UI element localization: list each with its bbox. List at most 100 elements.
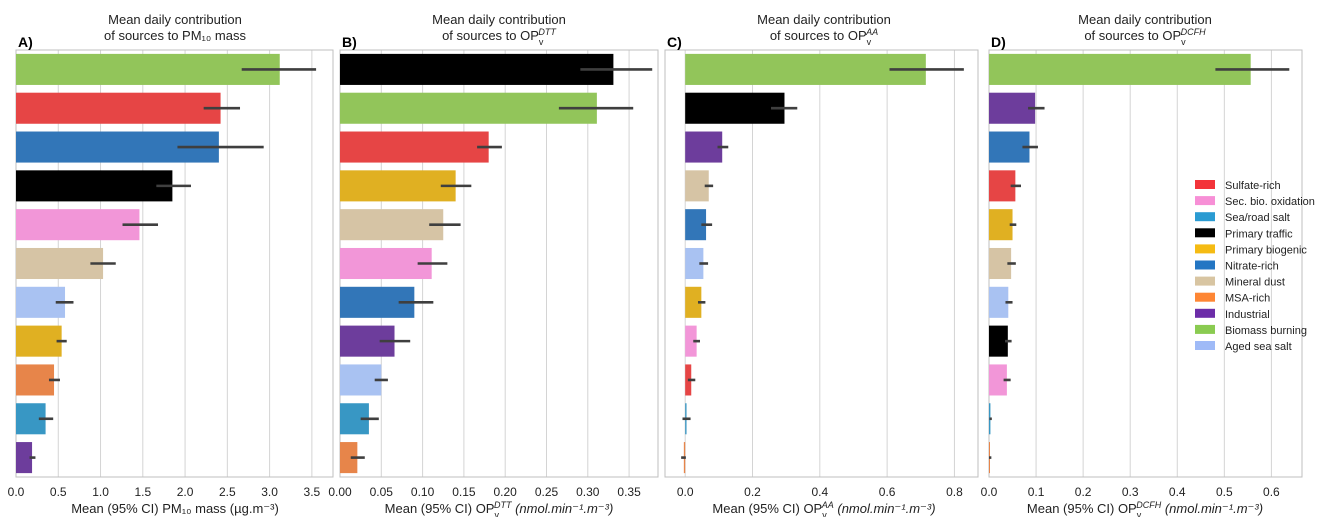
bar-mineral-dust bbox=[685, 170, 709, 202]
bar-aged-sea-salt bbox=[340, 364, 382, 396]
bar-sulfate-rich bbox=[16, 92, 221, 124]
x-tick-label: 0.4 bbox=[1169, 485, 1186, 499]
x-tick-label: 0.5 bbox=[50, 485, 67, 499]
bar-biomass-burning bbox=[989, 53, 1251, 85]
x-tick-label: 0.20 bbox=[494, 485, 518, 499]
legend-label-msa-rich: MSA-rich bbox=[1225, 293, 1270, 305]
bar-mineral-dust bbox=[989, 247, 1012, 280]
bar-sec-bio-oxidation bbox=[989, 364, 1007, 396]
x-tick-label: 0.15 bbox=[452, 485, 476, 499]
bar-nitrate-rich bbox=[685, 209, 707, 241]
bar-mineral-dust bbox=[340, 209, 444, 241]
panel-title-line-2: of sources to OPvDTT bbox=[442, 27, 557, 47]
panel-b: 0.00 0.05 0.10 0.15 0.20 0.25 0.30 0.35 B) Mean d… bbox=[328, 12, 659, 517]
legend: Sulfate-rich Sec. bio. oxidation Sea/road … bbox=[1195, 180, 1315, 353]
panel-label: A) bbox=[18, 34, 33, 50]
bar-primary-traffic bbox=[16, 170, 173, 202]
panel-c: 0.0 0.2 0.4 0.6 0.8 C) Mean daily contribution… bbox=[664, 12, 979, 517]
x-axis-label: Mean (95% CI) PM₁₀ mass (µg.m⁻³) bbox=[71, 501, 279, 516]
panel-title-line-1: Mean daily contribution bbox=[1078, 12, 1212, 27]
panel-label: D) bbox=[991, 34, 1006, 50]
x-tick-label: 0.0 bbox=[8, 485, 25, 499]
bar-sec-bio-oxidation bbox=[16, 209, 140, 241]
legend-label-mineral-dust: Mineral dust bbox=[1225, 277, 1285, 289]
legend-swatch-sulfate-rich bbox=[1195, 180, 1215, 189]
x-tick-label: 0.35 bbox=[617, 485, 641, 499]
bar-biomass-burning bbox=[685, 53, 926, 85]
legend-label-sulfate-rich: Sulfate-rich bbox=[1225, 180, 1281, 192]
x-tick-label: 0.1 bbox=[1028, 485, 1045, 499]
bar-primary-traffic bbox=[340, 53, 614, 85]
x-tick-label: 0.8 bbox=[946, 485, 963, 499]
x-tick-label: 0.00 bbox=[328, 485, 352, 499]
bar-industrial bbox=[16, 442, 33, 474]
panel-title-line-2: of sources to OPvAA bbox=[770, 27, 878, 47]
legend-swatch-sea-road-salt bbox=[1195, 212, 1215, 222]
x-axis-label: Mean (95% CI) OPvDCFH (nmol.min⁻¹.m⁻³) bbox=[1027, 500, 1263, 517]
bar-sec-bio-oxidation bbox=[685, 325, 697, 357]
x-tick-label: 0.6 bbox=[879, 485, 896, 499]
legend-label-aged-sea-salt: Aged sea salt bbox=[1225, 341, 1292, 353]
legend-swatch-mineral-dust bbox=[1195, 276, 1215, 286]
legend-swatch-nitrate-rich bbox=[1195, 260, 1215, 270]
bar-primary-biogenic bbox=[340, 170, 456, 202]
x-tick-label: 0.2 bbox=[1075, 485, 1092, 499]
x-tick-label: 2.0 bbox=[177, 485, 194, 499]
panel-title-line-1: Mean daily contribution bbox=[108, 12, 242, 27]
panel-title-line-1: Mean daily contribution bbox=[757, 12, 891, 27]
bar-biomass-burning bbox=[340, 92, 597, 124]
legend-label-sea-road-salt: Sea/road salt bbox=[1225, 212, 1290, 224]
legend-label-biomass-burning: Biomass burning bbox=[1225, 325, 1307, 337]
legend-swatch-sec-bio-oxidation bbox=[1195, 196, 1215, 206]
bar-msa-rich bbox=[16, 364, 55, 396]
bar-sulfate-rich bbox=[340, 131, 489, 163]
x-tick-label: 3.0 bbox=[261, 485, 278, 499]
x-axis-label: Mean (95% CI) OPvAA (nmol.min⁻¹.m⁻³) bbox=[712, 500, 935, 517]
bar-industrial bbox=[685, 131, 723, 163]
legend-swatch-primary-biogenic bbox=[1195, 244, 1215, 254]
panel-title-line-1: Mean daily contribution bbox=[432, 12, 566, 27]
x-tick-label: 3.5 bbox=[304, 485, 321, 499]
bar-aged-sea-salt bbox=[685, 247, 704, 280]
legend-label-industrial: Industrial bbox=[1225, 309, 1270, 321]
bar-msa-rich bbox=[340, 442, 358, 474]
panel-label: C) bbox=[667, 34, 682, 50]
legend-label-primary-traffic: Primary traffic bbox=[1225, 228, 1293, 240]
legend-swatch-biomass-burning bbox=[1195, 324, 1215, 334]
x-tick-label: 0.4 bbox=[811, 485, 828, 499]
legend-swatch-primary-traffic bbox=[1195, 228, 1215, 238]
panel-title-line-2: of sources to PM₁₀ mass bbox=[104, 28, 246, 43]
x-tick-label: 0.30 bbox=[576, 485, 600, 499]
bar-primary-traffic bbox=[685, 92, 785, 124]
x-tick-label: 0.6 bbox=[1263, 485, 1280, 499]
panel-label: B) bbox=[342, 34, 357, 50]
bar-sec-bio-oxidation bbox=[340, 247, 432, 280]
panel-a: 0.0 0.5 1.0 1.5 2.0 2.5 3.0 3.5 A) Mean daily con… bbox=[8, 12, 334, 516]
panel-title-line-2: of sources to OPvDCFH bbox=[1084, 27, 1206, 47]
bar-primary-biogenic bbox=[989, 209, 1013, 241]
bar-mineral-dust bbox=[16, 247, 104, 280]
bar-primary-biogenic bbox=[16, 325, 62, 357]
x-tick-label: 0.05 bbox=[370, 485, 394, 499]
legend-swatch-industrial bbox=[1195, 308, 1215, 318]
x-tick-label: 0.5 bbox=[1216, 485, 1233, 499]
legend-label-primary-biogenic: Primary biogenic bbox=[1225, 244, 1307, 256]
x-tick-label: 0.25 bbox=[535, 485, 559, 499]
bar-industrial bbox=[989, 92, 1036, 124]
bar-aged-sea-salt bbox=[989, 286, 1009, 318]
bar-primary-biogenic bbox=[685, 286, 702, 318]
x-tick-label: 0.10 bbox=[411, 485, 435, 499]
x-tick-label: 0.2 bbox=[744, 485, 761, 499]
legend-swatch-msa-rich bbox=[1195, 292, 1215, 302]
x-tick-label: 0.3 bbox=[1122, 485, 1139, 499]
x-tick-label: 0.0 bbox=[677, 485, 694, 499]
legend-label-nitrate-rich: Nitrate-rich bbox=[1225, 261, 1279, 273]
x-tick-label: 1.5 bbox=[134, 485, 151, 499]
plot-frame bbox=[664, 49, 979, 478]
x-tick-label: 1.0 bbox=[92, 485, 109, 499]
bar-biomass-burning bbox=[16, 53, 280, 85]
bar-primary-traffic bbox=[989, 325, 1008, 357]
legend-label-sec-bio-oxidation: Sec. bio. oxidation bbox=[1225, 196, 1315, 208]
x-tick-label: 0.0 bbox=[981, 485, 998, 499]
